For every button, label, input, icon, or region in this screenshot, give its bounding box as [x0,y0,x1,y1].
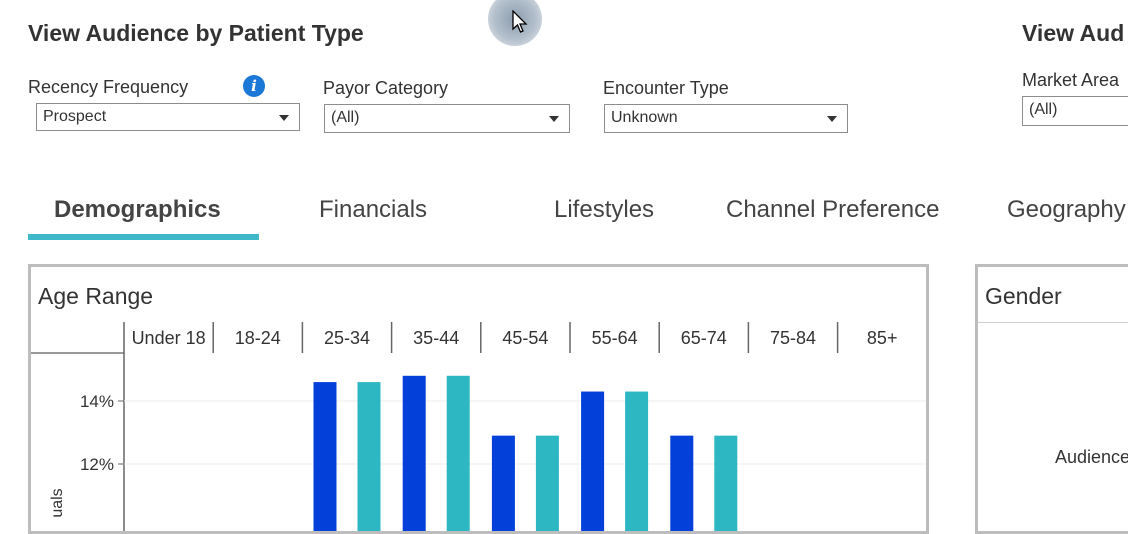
bar [357,382,381,531]
category-label: 75-84 [770,328,816,348]
y-tick-label: 12% [80,455,114,474]
tab-demographics[interactable]: Demographics [54,196,221,223]
info-icon[interactable]: i [243,75,265,97]
payor-category-label: Payor Category [323,78,449,98]
gender-header-divider [978,322,1128,323]
age-range-chart: Under 18 18-24 25-34 35-44 45-54 55-64 65-74 75… [31,322,926,531]
bar [402,375,426,531]
bar [581,391,605,531]
active-tab-indicator [28,234,259,240]
gender-title: Gender [985,283,1062,309]
chevron-down-icon [827,116,837,122]
market-area-value: (All) [1029,101,1058,118]
tab-channel-preference[interactable]: Channel Preference [726,196,940,223]
gender-audience-label: Audience [1055,447,1128,467]
category-label: 18-24 [235,328,281,348]
tab-lifestyles[interactable]: Lifestyles [554,196,655,223]
recency-frequency-label: Recency Frequency [28,77,189,97]
bar [625,391,649,531]
encounter-type-select[interactable]: Unknown [604,104,848,133]
market-area-select[interactable]: (All) [1022,96,1128,126]
category-label: 55-64 [592,328,638,348]
category-label: 25-34 [324,328,370,348]
chevron-down-icon [279,115,289,121]
bar [313,382,337,531]
page-title: View Audience by Patient Type [28,20,364,46]
age-range-panel: Age Range Under 18 18-24 25-34 35-44 45-54 55… [28,264,929,534]
category-label: 35-44 [413,328,459,348]
y-tick-label: 14% [80,392,114,411]
encounter-type-value: Unknown [611,109,678,126]
bar [446,375,470,531]
bar [491,435,515,531]
encounter-type-label: Encounter Type [603,78,729,98]
category-label: 45-54 [502,328,548,348]
page-title-secondary: View Aud [1022,20,1125,46]
bar [535,435,559,531]
category-label: 65-74 [681,328,727,348]
recency-frequency-select[interactable]: Prospect [36,103,300,131]
bar [670,435,694,531]
payor-category-value: (All) [331,109,360,126]
mouse-pointer-icon [512,10,528,33]
category-label: Under 18 [132,328,206,348]
gender-panel: Gender Audience [975,264,1128,534]
market-area-label: Market Area [1022,70,1120,90]
y-axis-label: uals [49,488,66,517]
bar [714,435,738,531]
chevron-down-icon [549,116,559,122]
payor-category-select[interactable]: (All) [324,104,570,133]
recency-frequency-value: Prospect [43,108,107,125]
age-range-title: Age Range [38,283,154,309]
tab-financials[interactable]: Financials [319,196,428,223]
category-label: 85+ [867,328,898,348]
tab-geography[interactable]: Geography [1007,196,1126,223]
